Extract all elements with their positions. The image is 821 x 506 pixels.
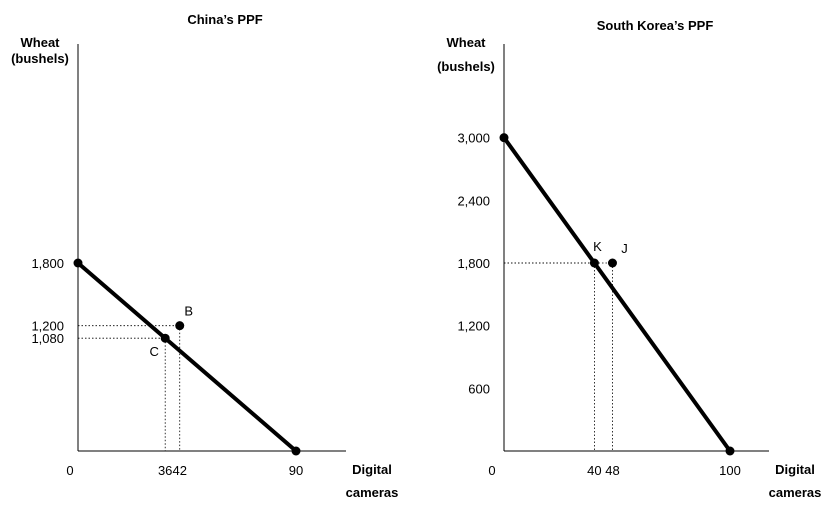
chart-2-y-tick-label: 1,200	[457, 319, 490, 334]
chart-2-point-label-k: K	[593, 239, 602, 254]
chart-2-y-axis-label-line1: Wheat	[447, 35, 487, 50]
chart-1-ppf-endpoint	[73, 258, 83, 268]
chart-2-x-axis-label-line1: Digital	[775, 462, 815, 477]
chart-1-point-c	[160, 333, 170, 343]
chart-1-y-axis-label-line2: (bushels)	[11, 51, 69, 66]
chart-1-point-b	[175, 321, 185, 331]
chart-1-y-tick-label: 1,200	[31, 319, 64, 334]
chart-1-ppf-line	[76, 261, 298, 453]
chart-2-y-tick-label: 3,000	[457, 131, 490, 146]
chart-2-ppf-line	[502, 135, 732, 453]
chart-1-point-label-c: C	[150, 344, 159, 359]
chart-2-y-tick-label: 1,800	[457, 256, 490, 271]
chart-1-title: China’s PPF	[187, 12, 262, 27]
chart-2-y-axis-label-line2: (bushels)	[437, 59, 495, 74]
chart-1-x-axis-label-line2: cameras	[346, 485, 399, 500]
chart-2-point-k	[589, 258, 599, 268]
chart-2-ppf-endpoint	[725, 446, 735, 456]
chart-1-ppf-endpoint	[291, 446, 301, 456]
chart-1-y-axis-label-line1: Wheat	[21, 35, 61, 50]
chart-1-y-tick-label: 1,080	[31, 331, 64, 346]
chart-2-x-tick-label: 100	[719, 463, 741, 478]
chart-2-point-label-j: J	[621, 241, 628, 256]
chart-2-x-tick-label: 48	[605, 463, 619, 478]
chart-1-x-tick-label: 90	[289, 463, 303, 478]
chart-2-x-tick-label: 40	[587, 463, 601, 478]
chart-1-origin-label: 0	[66, 463, 73, 478]
chart-2-x-axis-label-line2: cameras	[769, 485, 821, 500]
chart-1-point-label-b: B	[184, 304, 193, 319]
chart-2-y-tick-label: 2,400	[457, 193, 490, 208]
chart-1-y-tick-label: 1,800	[31, 256, 64, 271]
chart-2-ppf-endpoint	[499, 133, 509, 143]
chart-2-title: South Korea’s PPF	[597, 18, 714, 33]
chart-1-x-axis-label-line1: Digital	[352, 462, 392, 477]
chart-2-y-tick-label: 600	[468, 381, 490, 396]
chart-2-point-j	[607, 258, 617, 268]
chart-1-x-tick-label: 42	[172, 463, 186, 478]
chart-1-x-tick-label: 36	[158, 463, 172, 478]
chart-2-origin-label: 0	[488, 463, 495, 478]
